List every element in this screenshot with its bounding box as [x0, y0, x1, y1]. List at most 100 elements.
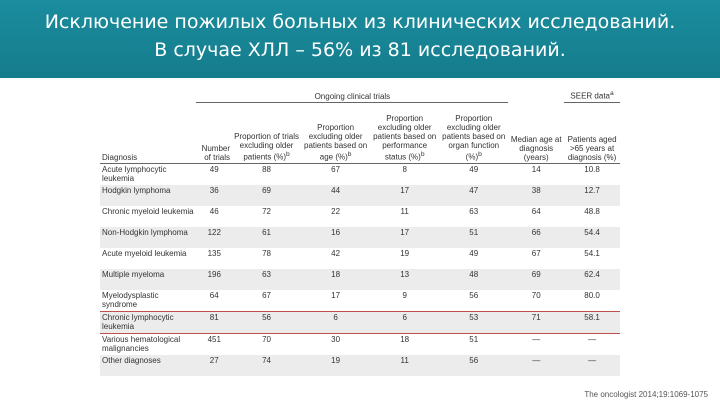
column-label: Median age at diagnosis (years): [510, 135, 562, 162]
group-row: Ongoing clinical trials SEER dataa: [100, 88, 620, 103]
column-label: Number of trials: [201, 144, 231, 162]
cell: 67: [262, 291, 272, 300]
cell: 51: [439, 227, 509, 248]
column-label: Proportion excluding older patients base…: [442, 114, 506, 162]
cell: 78: [262, 249, 272, 258]
cell: 122: [196, 227, 233, 248]
column-header: Diagnosis: [100, 102, 197, 164]
row-label: Chronic lymphocytic leukemia: [100, 311, 197, 334]
cell: 11: [400, 207, 409, 216]
column-header: Patients aged >65 years at diagnosis (%): [564, 102, 620, 164]
group-label: SEER data: [570, 92, 610, 101]
cell: 10.8: [584, 165, 600, 174]
cell: —: [564, 355, 620, 376]
table-row: Multiple myeloma 196 63 18 13 48 69 62.4: [100, 269, 620, 290]
table-row: Hodgkin lymphoma 36 69 44 17 47 38 12.7: [100, 185, 620, 206]
table-row: Acute lymphocytic leukemia 49 88 67 8 49 14 10.…: [100, 164, 620, 186]
column-label: Proportion of trials excluding older pat…: [234, 132, 300, 162]
cell: 46: [209, 207, 219, 216]
cell: 38: [508, 185, 565, 206]
cell: 53: [439, 311, 509, 334]
cell: 54.4: [564, 227, 620, 248]
title-line: Исключение пожилых больных из клинически…: [44, 11, 676, 33]
column-header: Proportion excluding older patients base…: [439, 102, 509, 164]
spacer: [100, 88, 196, 103]
column-header: Proportion excluding older patients base…: [301, 102, 371, 164]
cell: 17: [370, 227, 440, 248]
cell: 14: [531, 165, 541, 174]
spacer: [508, 88, 564, 103]
table-row: Chronic lymphocytic leukemia 81 56 6 6 53 71 58…: [100, 311, 620, 334]
cell: 63: [232, 269, 302, 290]
table-row: Non-Hodgkin lymphoma 122 61 16 17 51 66 54.4: [100, 227, 620, 248]
cell: 56: [232, 311, 302, 334]
group-header: SEER dataa: [564, 88, 620, 103]
cell: 54.1: [584, 249, 600, 258]
cell: 81: [196, 311, 233, 334]
table-row: Acute myeloid leukemia 135 78 42 19 49 67 54.1: [100, 248, 620, 269]
column-header: Number of trials: [196, 102, 233, 164]
row-label: Various hematological malignancies: [102, 335, 181, 353]
column-label: Patients aged >65 years at diagnosis (%): [567, 135, 617, 162]
cell: 72: [262, 207, 272, 216]
cell: 135: [207, 249, 221, 258]
footnote-mark: b: [478, 151, 482, 159]
cell: 67: [331, 165, 341, 174]
cell: 58.1: [564, 311, 620, 334]
cell: 44: [301, 185, 371, 206]
column-label: Proportion excluding older patients base…: [373, 114, 437, 162]
table: Ongoing clinical trials SEER dataa Diagnos…: [100, 88, 620, 376]
footnote-mark: a: [610, 90, 614, 98]
cell: 69: [508, 269, 565, 290]
table-row: Chronic myeloid leukemia 46 72 22 11 63 64 48.8: [100, 206, 620, 227]
cell: 49: [469, 165, 479, 174]
cell: 17: [370, 185, 440, 206]
cell: 11: [370, 355, 440, 376]
cell: —: [532, 335, 541, 344]
cell: 27: [196, 355, 233, 376]
group-label: Ongoing clinical trials: [314, 92, 391, 101]
row-label: Myelodysplastic syndrome: [102, 291, 159, 309]
citation: The oncologist 2014;19:1069-1075: [584, 390, 708, 399]
cell: —: [588, 335, 597, 344]
row-label: Non-Hodgkin lymphoma: [100, 227, 197, 248]
cell: 12.7: [564, 185, 620, 206]
cell: 80.0: [584, 291, 600, 300]
cell: 49: [469, 249, 479, 258]
group-header: Ongoing clinical trials: [196, 88, 509, 103]
column-header: Proportion excluding older patients base…: [370, 102, 440, 164]
cell: 48: [439, 269, 509, 290]
cell: 6: [370, 311, 440, 334]
cell: 69: [232, 185, 302, 206]
cell: 17: [331, 291, 341, 300]
cell: 451: [207, 335, 221, 344]
cell: 8: [402, 165, 407, 174]
cell: 30: [331, 335, 341, 344]
footnote-mark: b: [286, 151, 290, 159]
cell: 70: [262, 335, 272, 344]
cell: —: [508, 355, 565, 376]
cell: 62.4: [564, 269, 620, 290]
cell: 196: [196, 269, 233, 290]
cell: 74: [232, 355, 302, 376]
cell: 64: [531, 207, 541, 216]
cell: 48.8: [584, 207, 600, 216]
cell: 88: [262, 165, 272, 174]
cell: 13: [370, 269, 440, 290]
row-label: Hodgkin lymphoma: [100, 185, 197, 206]
row-label: Multiple myeloma: [100, 269, 197, 290]
title-line: В случае ХЛЛ – 56% из 81 исследований.: [154, 39, 566, 61]
cell: 16: [301, 227, 371, 248]
title: Исключение пожилых больных из клинически…: [0, 8, 720, 64]
row-label: Chronic myeloid leukemia: [102, 207, 194, 216]
cell: 9: [402, 291, 407, 300]
cell: 51: [469, 335, 479, 344]
footnote-mark: b: [420, 151, 425, 159]
column-header: Median age at diagnosis (years): [508, 102, 565, 164]
cell: 49: [209, 165, 219, 174]
cell: 18: [400, 335, 410, 344]
row-label: Acute myeloid leukemia: [102, 249, 187, 258]
cell: 67: [531, 249, 541, 258]
cell: 36: [196, 185, 233, 206]
